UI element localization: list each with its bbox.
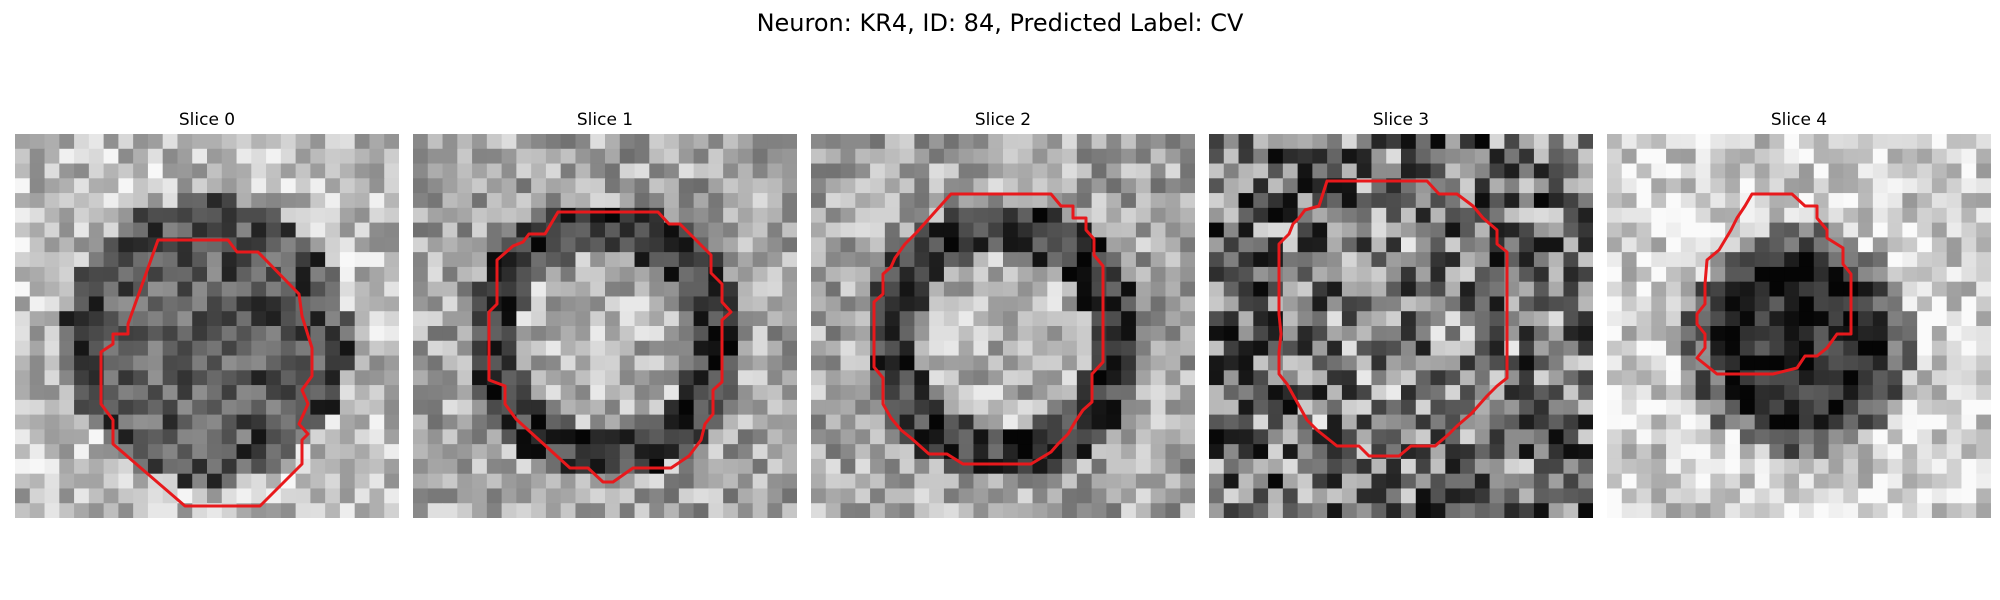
roi-contour xyxy=(487,210,733,484)
slice-image xyxy=(1607,134,1991,518)
pixel-grid xyxy=(15,134,399,518)
pixel-grid xyxy=(413,134,797,518)
figure-title: Neuron: KR4, ID: 84, Predicted Label: CV xyxy=(756,9,1244,37)
pixel-grid xyxy=(811,134,1195,518)
slice-image xyxy=(811,134,1195,518)
slice-title: Slice 1 xyxy=(576,110,634,130)
slice-panel: Slice 0 xyxy=(15,108,399,520)
slice-title: Slice 4 xyxy=(1770,110,1828,130)
pixel-grid xyxy=(1209,134,1593,518)
slice-title: Slice 3 xyxy=(1372,110,1430,130)
roi-contour xyxy=(99,238,314,508)
slice-panel: Slice 3 xyxy=(1209,108,1593,520)
pixel-grid xyxy=(1607,134,1991,518)
slice-title: Slice 0 xyxy=(178,110,236,130)
slice-title: Slice 2 xyxy=(974,110,1032,130)
roi-contour xyxy=(1277,179,1509,458)
roi-contour xyxy=(1695,192,1853,376)
slice-image xyxy=(413,134,797,518)
slice-image xyxy=(15,134,399,518)
slice-panel: Slice 2 xyxy=(811,108,1195,520)
slice-image xyxy=(1209,134,1593,518)
roi-contour xyxy=(872,192,1105,466)
slice-panel: Slice 4 xyxy=(1607,108,1991,520)
slice-panel: Slice 1 xyxy=(413,108,797,520)
